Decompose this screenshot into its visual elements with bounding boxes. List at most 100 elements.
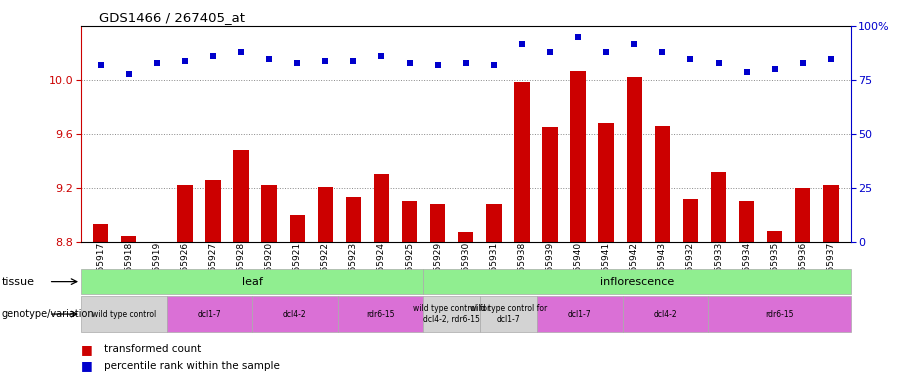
- Bar: [458, 232, 473, 242]
- Text: GSM65918: GSM65918: [124, 242, 133, 291]
- Text: rdr6-15: rdr6-15: [765, 310, 794, 318]
- Bar: [338, 296, 423, 332]
- Point: [824, 56, 838, 62]
- Text: wild type control for
dcl1-7: wild type control for dcl1-7: [470, 304, 547, 324]
- Text: GSM65942: GSM65942: [630, 242, 639, 291]
- Bar: [824, 185, 839, 242]
- Bar: [711, 172, 726, 242]
- Point: [346, 58, 361, 64]
- Point: [318, 58, 332, 64]
- Text: GSM65943: GSM65943: [658, 242, 667, 291]
- Bar: [626, 78, 642, 242]
- Bar: [767, 231, 782, 242]
- Bar: [402, 201, 418, 242]
- Text: GSM65919: GSM65919: [152, 242, 161, 291]
- Bar: [543, 128, 558, 242]
- Bar: [205, 180, 220, 242]
- Bar: [654, 126, 670, 242]
- Bar: [423, 296, 480, 332]
- Text: GSM65927: GSM65927: [209, 242, 218, 291]
- Bar: [486, 204, 501, 242]
- Point: [796, 60, 810, 66]
- Point: [290, 60, 304, 66]
- Text: GSM65929: GSM65929: [433, 242, 442, 291]
- Text: rdr6-15: rdr6-15: [366, 310, 394, 318]
- Point: [515, 40, 529, 46]
- Point: [711, 60, 725, 66]
- Text: leaf: leaf: [241, 277, 263, 286]
- Bar: [346, 197, 361, 242]
- Point: [402, 60, 417, 66]
- Bar: [537, 296, 623, 332]
- Text: GSM65922: GSM65922: [320, 242, 329, 291]
- Point: [599, 49, 614, 55]
- Text: dcl1-7: dcl1-7: [568, 310, 591, 318]
- Point: [740, 69, 754, 75]
- Text: wild type control: wild type control: [92, 310, 156, 318]
- Bar: [261, 185, 277, 242]
- Text: GSM65923: GSM65923: [349, 242, 358, 291]
- Point: [655, 49, 670, 55]
- Text: inflorescence: inflorescence: [599, 277, 674, 286]
- Bar: [514, 81, 529, 242]
- Point: [430, 62, 445, 68]
- Text: GSM65924: GSM65924: [377, 242, 386, 291]
- Bar: [81, 269, 423, 294]
- Point: [374, 54, 389, 60]
- Text: GSM65928: GSM65928: [237, 242, 246, 291]
- Text: dcl4-2: dcl4-2: [283, 310, 307, 318]
- Point: [177, 58, 192, 64]
- Bar: [683, 199, 698, 242]
- Point: [94, 62, 108, 68]
- Text: percentile rank within the sample: percentile rank within the sample: [104, 361, 279, 370]
- Point: [234, 49, 248, 55]
- Bar: [93, 224, 108, 242]
- Text: GSM65934: GSM65934: [742, 242, 752, 291]
- Point: [206, 54, 220, 60]
- Text: GSM65921: GSM65921: [292, 242, 302, 291]
- Text: GSM65926: GSM65926: [180, 242, 189, 291]
- Text: GSM65931: GSM65931: [490, 242, 499, 291]
- Text: GSM65917: GSM65917: [96, 242, 105, 291]
- Point: [543, 49, 557, 55]
- Bar: [423, 269, 850, 294]
- Text: tissue: tissue: [2, 277, 35, 286]
- Bar: [430, 204, 446, 242]
- Point: [487, 62, 501, 68]
- Text: ■: ■: [81, 343, 93, 356]
- Bar: [252, 296, 338, 332]
- Text: GSM65938: GSM65938: [518, 242, 526, 291]
- Bar: [166, 296, 252, 332]
- Text: GDS1466 / 267405_at: GDS1466 / 267405_at: [99, 11, 245, 24]
- Text: GSM65939: GSM65939: [545, 242, 554, 291]
- Bar: [121, 237, 137, 242]
- Text: GSM65935: GSM65935: [770, 242, 779, 291]
- Point: [571, 34, 585, 40]
- Point: [149, 60, 164, 66]
- Point: [768, 66, 782, 72]
- Bar: [480, 296, 537, 332]
- Bar: [177, 185, 193, 242]
- Point: [459, 60, 473, 66]
- Bar: [290, 215, 305, 242]
- Bar: [81, 296, 166, 332]
- Text: GSM65941: GSM65941: [602, 242, 611, 291]
- Text: GSM65940: GSM65940: [573, 242, 582, 291]
- Text: GSM65930: GSM65930: [462, 242, 471, 291]
- Bar: [708, 296, 850, 332]
- Bar: [598, 123, 614, 242]
- Point: [683, 56, 698, 62]
- Text: GSM65925: GSM65925: [405, 242, 414, 291]
- Text: GSM65937: GSM65937: [826, 242, 835, 291]
- Point: [627, 40, 642, 46]
- Bar: [233, 150, 248, 242]
- Bar: [795, 188, 811, 242]
- Text: dcl4-2: dcl4-2: [653, 310, 677, 318]
- Point: [122, 70, 136, 77]
- Point: [262, 56, 276, 62]
- Bar: [739, 201, 754, 242]
- Text: GSM65920: GSM65920: [265, 242, 274, 291]
- Text: genotype/variation: genotype/variation: [2, 309, 94, 319]
- Bar: [623, 296, 708, 332]
- Text: GSM65933: GSM65933: [714, 242, 723, 291]
